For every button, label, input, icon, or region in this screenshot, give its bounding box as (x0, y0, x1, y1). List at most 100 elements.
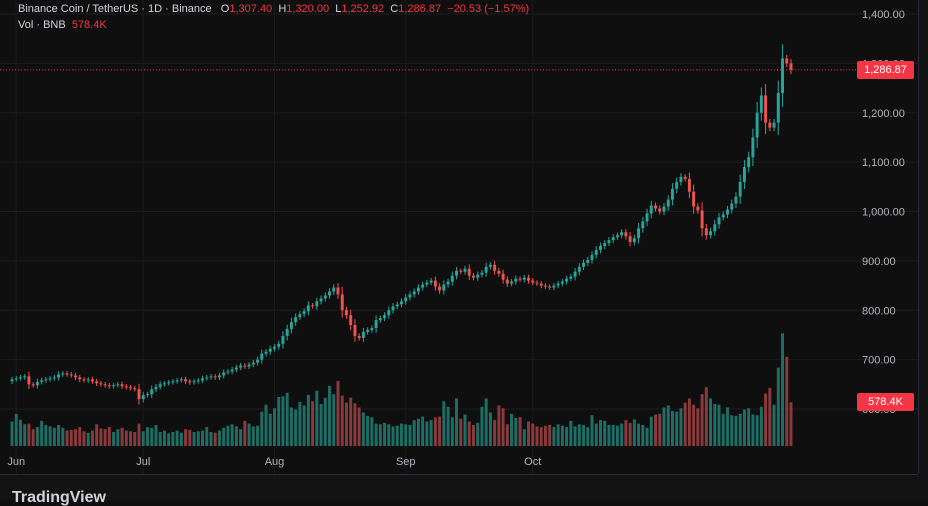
price-axis[interactable]: 1,400.001,300.001,200.001,100.001,000.00… (862, 9, 905, 416)
symbol-legend[interactable]: Binance Coin / TetherUS · 1D · Binance O… (18, 2, 529, 16)
candle-body (387, 310, 391, 316)
volume-bar (302, 405, 306, 446)
candle-body (336, 287, 340, 295)
candle-body (31, 384, 35, 386)
volume-bars (10, 333, 793, 446)
candle-body (40, 380, 44, 382)
symbol-title[interactable]: Binance Coin / TetherUS · 1D · Binance (18, 3, 212, 15)
price-axis-edge (919, 0, 928, 475)
volume-bar (107, 427, 111, 446)
candle-body (476, 274, 480, 278)
volume-bar (704, 387, 708, 446)
volume-bar (463, 414, 467, 446)
volume-bar (611, 425, 615, 446)
tradingview-logo[interactable]: TradingView (12, 489, 106, 506)
volume-bar (264, 404, 268, 446)
candle-body (408, 294, 412, 298)
candle-body (459, 270, 463, 272)
candle-body (273, 346, 276, 349)
candle-body (57, 374, 61, 378)
volume-bar (294, 409, 298, 446)
candle-body (696, 206, 700, 211)
volume-bar (52, 427, 56, 446)
candle-body (154, 386, 158, 390)
candle-body (116, 384, 120, 386)
volume-bar (116, 429, 120, 446)
time-axis[interactable]: Jun Jul Aug Sep Oct (7, 456, 541, 468)
volume-bar (421, 416, 425, 446)
volume-bar (175, 430, 179, 446)
candle-body (294, 317, 298, 323)
high-key: H (278, 3, 287, 15)
candle-body (577, 266, 581, 272)
volume-bar (429, 420, 433, 446)
volume-bar (531, 423, 535, 446)
candle-body (383, 315, 387, 319)
volume-bar (480, 406, 484, 446)
candle-body (120, 384, 124, 387)
candle-body (450, 275, 454, 282)
candle-body (74, 375, 77, 378)
volume-bar (129, 431, 133, 446)
candle-body (717, 217, 721, 225)
volume-bar (450, 417, 454, 446)
volume-bar (764, 393, 768, 446)
volume-bar (776, 367, 780, 446)
candle-body (463, 268, 467, 272)
candle-body (709, 231, 713, 236)
candle-body (247, 364, 251, 367)
volume-bar (285, 392, 289, 446)
price-axis-label: 800.00 (862, 305, 896, 317)
candle-body (133, 388, 137, 390)
price-axis-label: 1,400.00 (862, 9, 905, 21)
candle-body (569, 276, 573, 279)
candle-body (311, 305, 315, 307)
volume-bar (137, 423, 141, 446)
candle-body (759, 95, 763, 113)
volume-bar (645, 427, 649, 446)
volume-bar (556, 424, 560, 446)
candle-body (150, 389, 154, 395)
volume-bar (205, 427, 209, 446)
candle-body (201, 378, 204, 381)
candle-body (256, 359, 260, 363)
volume-bar (239, 429, 243, 446)
volume-bar (493, 420, 497, 446)
candle-body (522, 277, 526, 280)
volume-bar (306, 394, 310, 446)
candle-body (404, 297, 408, 302)
candle-body (772, 122, 776, 128)
candle-body (628, 236, 632, 243)
time-axis-band (0, 475, 928, 500)
volume-bar (603, 420, 607, 446)
price-axis-border (918, 0, 919, 474)
high-value: 1,320.00 (286, 3, 330, 15)
candle-body (700, 210, 704, 229)
volume-legend[interactable]: Vol · BNB 578.4K (18, 18, 107, 32)
candle-body (251, 362, 255, 365)
volume-label[interactable]: Vol · BNB (18, 19, 66, 31)
volume-bar (328, 385, 332, 446)
volume-bar (10, 421, 14, 446)
price-axis-label: 700.00 (862, 355, 896, 367)
candle-body (543, 285, 547, 287)
candle-body (429, 280, 433, 283)
volume-bar (709, 398, 713, 446)
candle-body (243, 365, 247, 367)
volume-bar (404, 424, 408, 446)
volume-bar (196, 431, 200, 446)
candle-body (607, 240, 611, 244)
volume-bar (201, 430, 204, 446)
candle-body (192, 381, 196, 383)
volume-bar (696, 408, 700, 446)
volume-bar (675, 411, 679, 446)
volume-bar (747, 408, 751, 446)
candle-body (755, 112, 759, 138)
candle-body (82, 379, 86, 381)
candle-body (298, 314, 302, 318)
volume-bar (683, 402, 687, 446)
candle-body (730, 203, 734, 210)
price-axis-label: 1,000.00 (862, 207, 905, 219)
